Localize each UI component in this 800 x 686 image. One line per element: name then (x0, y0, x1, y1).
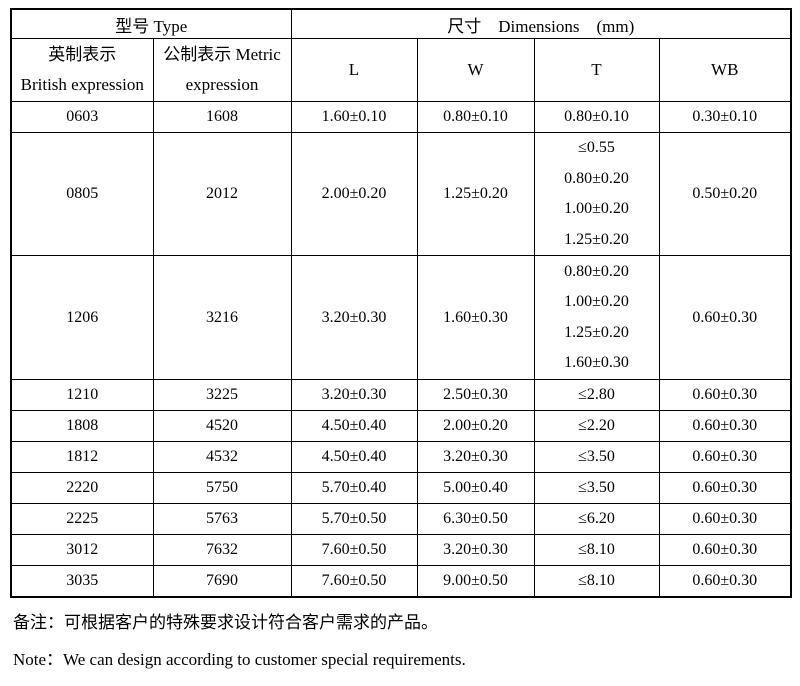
cell-wb: 0.60±0.30 (658, 379, 792, 411)
col-header-metric: 公制表示 Metric expression (152, 38, 292, 102)
cell-british: 3035 (10, 565, 154, 598)
cell-british: 0603 (10, 101, 154, 133)
header-dimensions: 尺寸 Dimensions (mm) (290, 8, 792, 39)
col-header-british-line2: British expression (20, 75, 144, 94)
cell-metric: 7632 (152, 534, 292, 566)
table-header-row-1: 型号 Type 尺寸 Dimensions (mm) (10, 8, 792, 39)
note-english: Note：We can design according to customer… (13, 650, 466, 669)
cell-l: 3.20±0.30 (290, 255, 418, 380)
cell-l: 5.70±0.40 (290, 472, 418, 504)
cell-l: 7.60±0.50 (290, 565, 418, 598)
cell-metric: 4532 (152, 441, 292, 473)
cell-l: 3.20±0.30 (290, 379, 418, 411)
cell-british: 1812 (10, 441, 154, 473)
cell-metric: 5750 (152, 472, 292, 504)
cell-l: 5.70±0.50 (290, 503, 418, 535)
col-header-w: W (416, 38, 535, 102)
cell-l: 4.50±0.40 (290, 441, 418, 473)
t-value: 1.00±0.20 (564, 293, 629, 310)
cell-l: 7.60±0.50 (290, 534, 418, 566)
cell-t: ≤3.50 (533, 472, 660, 504)
cell-w: 3.20±0.30 (416, 441, 535, 473)
cell-wb: 0.60±0.30 (658, 410, 792, 442)
cell-metric: 5763 (152, 503, 292, 535)
t-value: 1.00±0.20 (564, 200, 629, 217)
t-value: 1.60±0.30 (564, 354, 629, 371)
cell-wb: 0.60±0.30 (658, 255, 792, 380)
dimensions-table: 型号 Type 尺寸 Dimensions (mm) 英制表示 British … (10, 8, 792, 598)
note-chinese: 备注：可根据客户的特殊要求设计符合客户需求的产品。 (13, 613, 438, 632)
cell-british: 1808 (10, 410, 154, 442)
cell-w: 2.00±0.20 (416, 410, 535, 442)
col-header-british-line1: 英制表示 (48, 45, 117, 64)
col-header-t: T (533, 38, 660, 102)
cell-w: 0.80±0.10 (416, 101, 535, 133)
cell-british: 3012 (10, 534, 154, 566)
table-row: 3012 7632 7.60±0.50 3.20±0.30 ≤8.10 0.60… (10, 534, 792, 566)
table-row: 2220 5750 5.70±0.40 5.00±0.40 ≤3.50 0.60… (10, 472, 792, 504)
cell-w: 9.00±0.50 (416, 565, 535, 598)
t-value: 1.25±0.20 (564, 230, 629, 248)
table-row: 1808 4520 4.50±0.40 2.00±0.20 ≤2.20 0.60… (10, 410, 792, 442)
table-header-row-2: 英制表示 British expression 公制表示 Metric expr… (10, 38, 792, 102)
cell-w: 2.50±0.30 (416, 379, 535, 411)
cell-metric: 3216 (152, 255, 292, 380)
cell-w: 6.30±0.50 (416, 503, 535, 535)
table-row: 1812 4532 4.50±0.40 3.20±0.30 ≤3.50 0.60… (10, 441, 792, 473)
header-type: 型号 Type (10, 8, 292, 39)
cell-t: ≤3.50 (533, 441, 660, 473)
table-row: 0603 1608 1.60±0.10 0.80±0.10 0.80±0.10 … (10, 101, 792, 133)
cell-metric: 2012 (152, 132, 292, 256)
cell-w: 1.25±0.20 (416, 132, 535, 256)
cell-wb: 0.60±0.30 (658, 565, 792, 598)
cell-metric: 4520 (152, 410, 292, 442)
col-header-british: 英制表示 British expression (10, 38, 154, 102)
cell-metric: 7690 (152, 565, 292, 598)
cell-t: ≤2.20 (533, 410, 660, 442)
cell-w: 3.20±0.30 (416, 534, 535, 566)
cell-wb: 0.60±0.30 (658, 441, 792, 473)
cell-wb: 0.60±0.30 (658, 472, 792, 504)
table-row: 1210 3225 3.20±0.30 2.50±0.30 ≤2.80 0.60… (10, 379, 792, 411)
t-value: 1.25±0.20 (564, 323, 629, 341)
table-row: 3035 7690 7.60±0.50 9.00±0.50 ≤8.10 0.60… (10, 565, 792, 598)
cell-metric: 3225 (152, 379, 292, 411)
cell-british: 1210 (10, 379, 154, 411)
col-header-metric-line2: expression (185, 75, 259, 94)
cell-t: ≤8.10 (533, 534, 660, 566)
cell-british: 0805 (10, 132, 154, 256)
cell-l: 4.50±0.40 (290, 410, 418, 442)
cell-metric: 1608 (152, 101, 292, 133)
cell-british: 2225 (10, 503, 154, 535)
cell-wb: 0.60±0.30 (658, 503, 792, 535)
notes-section: 备注：可根据客户的特殊要求设计符合客户需求的产品。 Note：We can de… (13, 612, 783, 686)
col-header-metric-line1: 公制表示 Metric (163, 45, 281, 64)
col-header-wb: WB (658, 38, 792, 102)
t-value: 0.80±0.20 (564, 262, 629, 280)
cell-british: 2220 (10, 472, 154, 504)
cell-l: 1.60±0.10 (290, 101, 418, 133)
cell-british: 1206 (10, 255, 154, 380)
t-value: 0.80±0.20 (564, 169, 629, 187)
cell-wb: 0.30±0.10 (658, 101, 792, 133)
cell-t: 0.80±0.20 1.00±0.20 1.25±0.20 1.60±0.30 (533, 255, 660, 380)
cell-l: 2.00±0.20 (290, 132, 418, 256)
cell-w: 5.00±0.40 (416, 472, 535, 504)
cell-t: ≤8.10 (533, 565, 660, 598)
cell-t: ≤6.20 (533, 503, 660, 535)
col-header-l: L (290, 38, 418, 102)
cell-t: ≤2.80 (533, 379, 660, 411)
cell-wb: 0.60±0.30 (658, 534, 792, 566)
table-row: 0805 2012 2.00±0.20 1.25±0.20 ≤0.55 0.80… (10, 132, 792, 256)
cell-t: ≤0.55 0.80±0.20 1.00±0.20 1.25±0.20 (533, 132, 660, 256)
table-row: 2225 5763 5.70±0.50 6.30±0.50 ≤6.20 0.60… (10, 503, 792, 535)
t-value: ≤0.55 (578, 139, 615, 156)
cell-w: 1.60±0.30 (416, 255, 535, 380)
table-row: 1206 3216 3.20±0.30 1.60±0.30 0.80±0.20 … (10, 255, 792, 380)
cell-wb: 0.50±0.20 (658, 132, 792, 256)
cell-t: 0.80±0.10 (533, 101, 660, 133)
